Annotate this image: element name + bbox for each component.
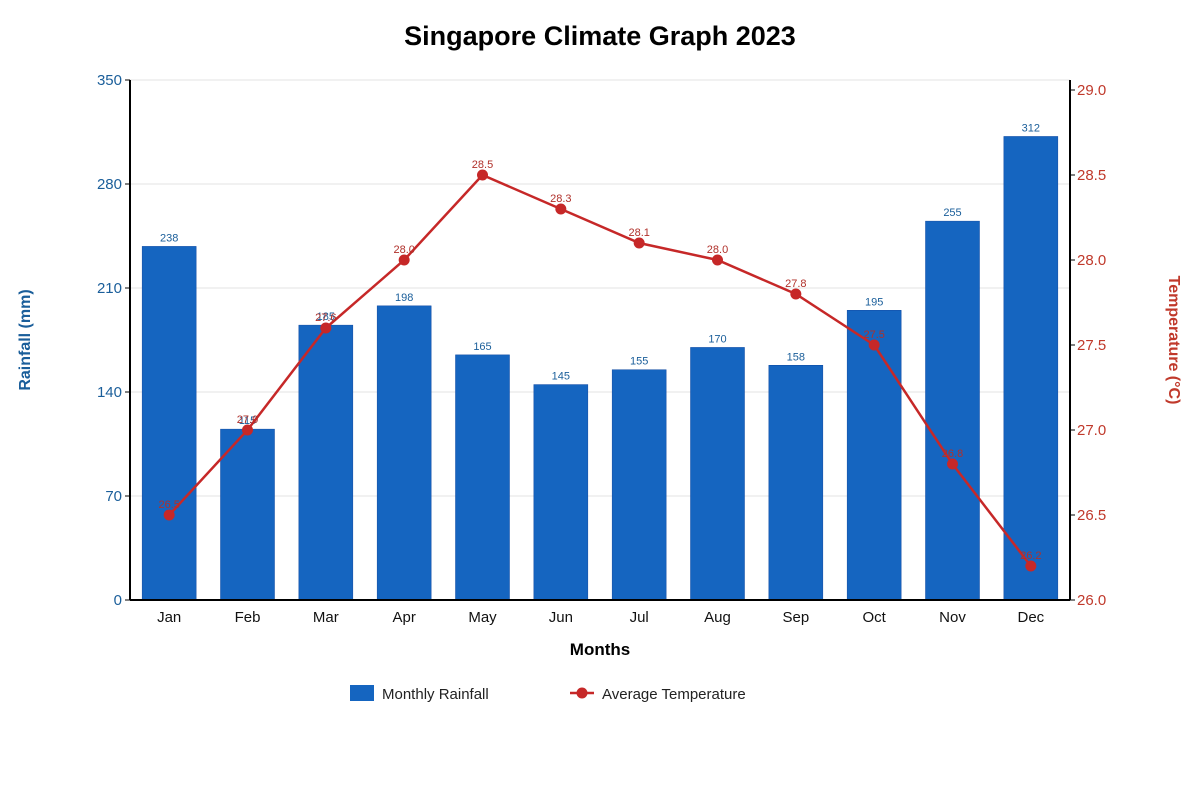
rainfall-value-label: 195 — [865, 296, 883, 308]
temperature-series — [168, 173, 1032, 567]
temperature-point — [868, 339, 880, 351]
rainfall-bar — [1003, 136, 1059, 601]
y2-tick-label: 28.0 — [1077, 252, 1106, 269]
temperature-line — [168, 173, 1032, 567]
temperature-point — [242, 424, 253, 436]
temperature-point — [712, 254, 723, 266]
rainfall-value-label: 185 — [317, 311, 335, 323]
temperature-data-labels: 26.5 27.0 27.6 28.0 28.5 28.3 28.1 28.0 27.8 27.5… — [158, 159, 1041, 562]
legend: Monthly Rainfall Average Temperature — [350, 685, 746, 703]
rainfall-bar — [611, 369, 667, 601]
temperature-value-label: 27.0 — [237, 414, 258, 426]
temperature-point — [477, 169, 488, 181]
y2-tick-label: 26.0 — [1077, 592, 1106, 609]
grid-lines — [130, 79, 1070, 497]
x-tick-label: Apr — [392, 609, 415, 626]
rainfall-value-label: 170 — [708, 333, 726, 345]
rainfall-value-label: 155 — [630, 356, 648, 368]
rainfall-value-label: 312 — [1022, 122, 1040, 134]
temperature-point — [555, 203, 567, 215]
x-tick-label: Aug — [704, 609, 731, 626]
rainfall-value-label: 198 — [395, 292, 413, 304]
y-tick-label: 350 — [97, 72, 122, 89]
y-tick-label: 210 — [97, 280, 122, 297]
temperature-value-label: 26.2 — [1020, 550, 1041, 562]
rainfall-bar — [533, 384, 589, 601]
rainfall-bar — [455, 354, 510, 601]
legend-label-temperature: Average Temperature — [602, 686, 746, 703]
x-tick-label: Feb — [235, 609, 261, 626]
y-tick-label: 0 — [114, 592, 122, 609]
x-tick-label: Jun — [549, 609, 573, 626]
rainfall-bar — [768, 365, 824, 601]
y-axis-title: Rainfall (mm) — [17, 289, 34, 390]
x-axis-title: Months — [570, 640, 630, 659]
rainfall-value-label: 255 — [943, 207, 961, 219]
y2-tick-label: 29.0 — [1077, 82, 1106, 99]
rainfall-bar — [690, 347, 745, 601]
y2-axis-title: Temperature (°C) — [1165, 276, 1182, 405]
temperature-point — [163, 509, 175, 521]
temperature-point — [633, 237, 645, 249]
rainfall-bar — [220, 428, 275, 601]
rainfall-value-label: 145 — [552, 371, 570, 383]
temperature-value-label: 26.5 — [158, 499, 179, 511]
temperature-point — [790, 288, 802, 300]
temperature-value-label: 28.5 — [472, 159, 493, 171]
temperature-point — [398, 254, 410, 266]
x-tick-label: Dec — [1017, 609, 1044, 626]
rainfall-value-label: 238 — [160, 232, 178, 244]
rainfall-bar — [141, 246, 197, 601]
y-tick-label: 140 — [97, 384, 122, 401]
y2-tick-label: 27.5 — [1077, 337, 1106, 354]
temperature-value-label: 28.0 — [707, 244, 728, 256]
bar-series — [141, 136, 1059, 601]
rainfall-value-label: 165 — [473, 341, 491, 353]
y-tick-label: 280 — [97, 176, 122, 193]
y2-tick-label: 27.0 — [1077, 422, 1106, 439]
legend-swatch-temperature-dot — [576, 687, 588, 699]
axes — [125, 79, 1075, 601]
x-tick-label: Sep — [782, 609, 809, 626]
rainfall-bar — [846, 310, 902, 601]
legend-label-rainfall: Monthly Rainfall — [382, 686, 489, 703]
rainfall-value-label: 158 — [787, 351, 805, 363]
x-tick-label: Jul — [630, 609, 649, 626]
temperature-points — [163, 169, 1037, 572]
rainfall-bar — [376, 305, 432, 601]
y2-tick-label: 28.5 — [1077, 167, 1106, 184]
x-tick-label: Oct — [862, 609, 886, 626]
y2-tick-label: 26.5 — [1077, 507, 1106, 524]
temperature-value-label: 27.5 — [863, 329, 884, 341]
temperature-point — [320, 322, 332, 334]
temperature-value-label: 28.3 — [550, 193, 571, 205]
temperature-point — [1025, 560, 1037, 572]
temperature-point — [947, 458, 958, 470]
y-tick-label: 70 — [105, 488, 122, 505]
temperature-value-label: 27.6 — [315, 312, 336, 324]
tick-labels: 07014021028035026.026.527.027.528.028.52… — [97, 72, 1106, 626]
legend-swatch-rainfall — [350, 685, 374, 701]
chart-title: Singapore Climate Graph 2023 — [404, 21, 796, 51]
x-tick-label: Mar — [313, 609, 339, 626]
temperature-value-label: 28.0 — [393, 244, 414, 256]
temperature-value-label: 27.8 — [785, 278, 806, 290]
temperature-value-label: 28.1 — [628, 227, 649, 239]
rainfall-bar — [925, 220, 980, 601]
rainfall-bar — [298, 324, 354, 601]
x-tick-label: May — [468, 609, 497, 626]
x-tick-label: Nov — [939, 609, 966, 626]
x-tick-label: Jan — [157, 609, 181, 626]
temperature-value-label: 26.8 — [942, 448, 963, 460]
